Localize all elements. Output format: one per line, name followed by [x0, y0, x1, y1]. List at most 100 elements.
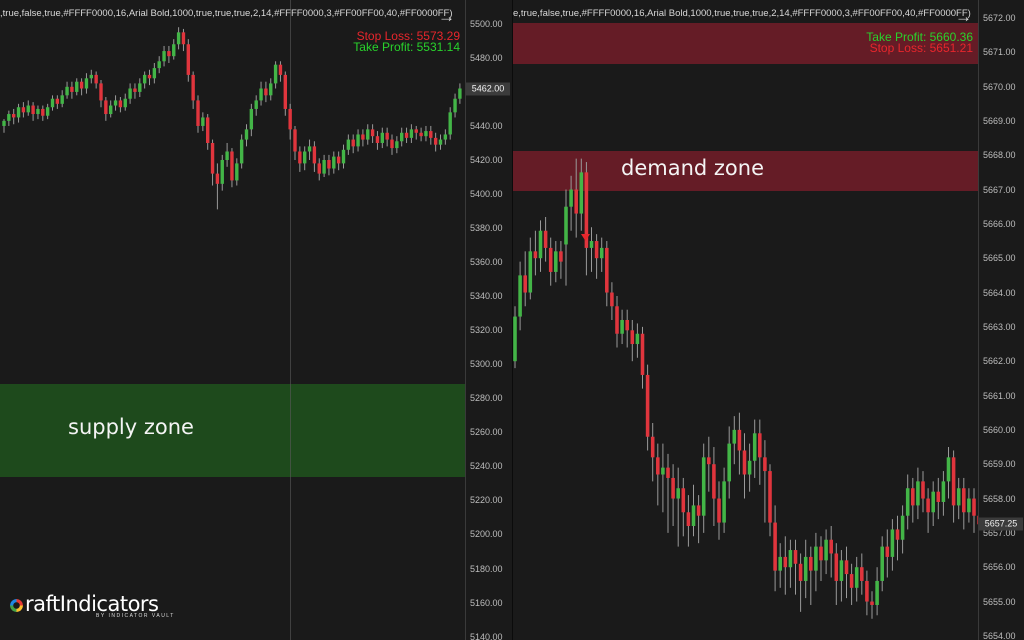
candle-body [162, 51, 166, 62]
candle-body [865, 580, 869, 602]
candle-body [681, 488, 686, 513]
candle-body [630, 330, 635, 345]
candle-body [793, 550, 798, 564]
axis-tick-label: 5661.00 [983, 390, 1016, 401]
candle-body [79, 81, 84, 89]
candle-body [803, 556, 808, 581]
candle-body [538, 230, 543, 259]
candle-body [941, 481, 946, 502]
candle-body [264, 88, 268, 96]
candle-body [650, 436, 655, 458]
candle-body [737, 429, 742, 451]
left-candlestick-series [2, 27, 462, 210]
candle-body [104, 100, 108, 115]
candle-body [594, 241, 599, 259]
candle-body [278, 64, 283, 75]
axis-tick-label: 5140.00 [470, 631, 503, 640]
candle-body [36, 108, 40, 115]
axis-tick-label: 5669.00 [983, 115, 1016, 126]
candle-body [133, 88, 137, 92]
candle-body [518, 275, 522, 317]
axis-tick-label: 5500.00 [470, 18, 503, 29]
candle-body [244, 129, 249, 140]
left-price-axis[interactable]: 5500.005480.005460.005440.005420.005400.… [465, 0, 512, 640]
candle-body [332, 156, 336, 169]
right-chart-panel[interactable]: demand zone e,true,false,true,#FFFF0000,… [512, 0, 1024, 640]
axis-tick-label: 5655.00 [983, 596, 1016, 607]
left-chart-panel[interactable]: supply zone ,true,false,true,#FFFF0000,1… [0, 0, 512, 640]
candle-body [259, 88, 263, 101]
axis-tick-label: 5672.00 [983, 12, 1016, 23]
candle-body [351, 139, 355, 147]
candle-body [589, 241, 594, 248]
axis-tick-label: 5671.00 [983, 47, 1016, 58]
candle-body [742, 450, 747, 475]
candle-body [513, 316, 517, 362]
candle-body [951, 457, 956, 506]
right-price-axis[interactable]: 5672.00 5671.00 5670.00 5669.00 5668.00 5667.… [978, 0, 1024, 640]
candle-body [722, 481, 726, 523]
candle-body [210, 142, 215, 174]
candle-body [569, 189, 573, 207]
current-price-tag: 5462.00 [466, 82, 510, 95]
candle-body [269, 83, 273, 96]
supply-zone-label: supply zone [68, 415, 194, 439]
axis-tick-label: 5420.00 [470, 155, 503, 165]
candle-body [528, 251, 533, 293]
candle-body [273, 64, 278, 84]
candle-body [645, 374, 650, 437]
candle-body [834, 553, 839, 581]
candle-body [921, 481, 925, 499]
candle-body [911, 488, 915, 506]
axis-tick-label: 5300.00 [470, 359, 503, 370]
candle-body [824, 539, 828, 561]
candle-body [404, 132, 409, 138]
candle-body [99, 83, 103, 101]
candle-body [732, 429, 737, 444]
candle-body [41, 108, 45, 116]
candle-body [60, 95, 64, 104]
candle-body [860, 567, 864, 581]
candle-body [656, 457, 660, 475]
candle-body [936, 491, 941, 502]
candle-body [788, 550, 793, 568]
right-candlestick-series [513, 158, 979, 619]
axis-tick-label: 5670.00 [983, 81, 1016, 92]
candle-body [691, 505, 696, 527]
arrow-right-icon[interactable]: → [438, 7, 455, 26]
logo-c-icon [10, 599, 23, 612]
candle-body [448, 112, 452, 135]
candle-body [288, 108, 292, 130]
candle-body [167, 51, 171, 57]
candle-body [283, 74, 287, 109]
axis-tick-label: 5360.00 [470, 257, 503, 268]
axis-tick-label: 5657.00 [983, 527, 1016, 538]
candle-body [758, 433, 762, 458]
candle-body [829, 539, 833, 554]
candle-body [191, 74, 195, 101]
candle-body [429, 131, 433, 138]
candle-body [322, 160, 326, 174]
right-plot-area[interactable]: demand zone e,true,false,true,#FFFF0000,… [513, 0, 979, 640]
arrow-right-icon[interactable]: → [955, 7, 972, 26]
candle-body [778, 556, 782, 571]
candle-body [676, 488, 680, 499]
candle-body [16, 107, 21, 118]
candle-body [880, 546, 884, 581]
candle-body [21, 107, 26, 113]
current-price-tag: 5657.25 [979, 517, 1023, 531]
candle-body [380, 132, 384, 143]
demand-zone-label: demand zone [621, 156, 764, 180]
candle-body [453, 98, 457, 113]
axis-tick-label: 5668.00 [983, 150, 1016, 161]
candle-body [533, 251, 538, 259]
take-profit-label: Take Profit: 5660.36 [866, 30, 973, 44]
left-plot-area[interactable]: supply zone ,true,false,true,#FFFF0000,1… [0, 0, 466, 640]
candle-body [666, 467, 670, 478]
axis-tick-label: 5659.00 [983, 459, 1016, 470]
candle-body [50, 98, 55, 108]
candle-body [443, 134, 448, 140]
candle-body [254, 100, 258, 109]
candle-body [84, 78, 89, 89]
candle-body [610, 292, 614, 307]
